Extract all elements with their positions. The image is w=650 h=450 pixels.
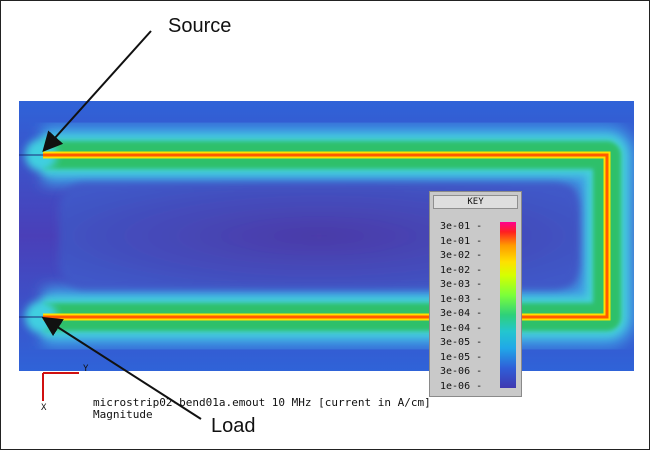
x-axis-label: X [41,403,47,413]
key-level-label: 1e-01 - [440,235,483,247]
microstrip-trace [43,153,609,319]
key-level-label: 1e-02 - [440,264,483,276]
key-color-bar [500,222,516,388]
key-level-label: 1e-03 - [440,293,483,305]
source-arrow [42,30,152,152]
y-axis-label: Y [83,364,89,374]
caption-line-1: microstrip02-bend01a.emout 10 MHz [curre… [93,396,431,409]
current-magnitude-plot [19,101,634,371]
plot-caption: microstrip02-bend01a.emout 10 MHz [curre… [93,397,431,421]
load-label: Load [211,415,256,437]
key-level-label: 1e-06 - [440,380,483,392]
color-key-panel[interactable]: KEY 3e-01 - 1e-01 - 3e-02 - 1e-02 - 3e-0… [429,191,522,397]
key-level-label: 1e-04 - [440,322,483,334]
key-level-label: 3e-02 - [440,250,483,261]
axis-triad: Y X [41,364,89,413]
key-level-label: 3e-04 - [440,308,483,319]
caption-line-2: Magnitude [93,408,153,421]
load-arrow [41,316,202,420]
key-title: KEY [433,195,518,209]
key-level-label: 3e-06 - [440,366,483,377]
key-level-label: 3e-03 - [440,279,483,290]
key-level-label: 3e-01 - [440,221,483,232]
source-label: Source [168,15,232,37]
key-level-label: 3e-05 - [440,337,483,348]
key-level-label: 1e-05 - [440,351,483,363]
